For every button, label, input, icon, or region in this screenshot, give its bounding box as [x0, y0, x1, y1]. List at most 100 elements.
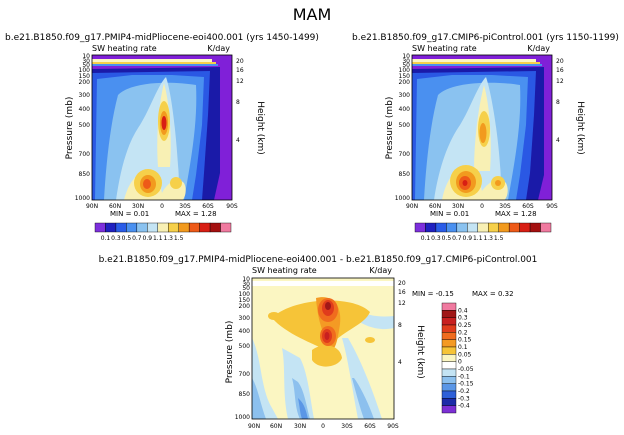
panel-3-y2label: Height (km) — [415, 325, 425, 379]
panel-3-frame — [251, 277, 395, 420]
panel-1-y2tick-4: 4 — [236, 137, 240, 144]
panel-1-max: MAX = 1.28 — [175, 210, 217, 218]
panel-1-ytick-200: 200 — [79, 79, 91, 86]
panel-3-colorbar-swatch — [441, 332, 457, 340]
panel-3-y2tick-4: 4 — [398, 359, 402, 366]
panel-1-colorbar-swatch — [157, 222, 169, 233]
panel-2-contour-up-deep — [479, 123, 487, 143]
panel-2-title: b.e21.B1850.f09_g17.CMIP6-piControl.001 … — [352, 33, 619, 43]
panel-1-ytick-100: 100 — [79, 67, 91, 74]
panel-2-units: K/day — [527, 44, 550, 53]
panel-3-title: b.e21.B1850.f09_g17.PMIP4-midPliocene-eo… — [99, 255, 538, 265]
panel-2-ylabel: Pressure (mb) — [385, 97, 395, 160]
panel-1-xtick-60n: 60N — [109, 203, 121, 210]
panel-1-xtick-60s: 60S — [202, 203, 214, 210]
panel-1-strat-band-3 — [92, 64, 218, 66]
panel-3-contour-blue-right — [352, 378, 374, 419]
panel-1-ylabel: Pressure (mb) — [65, 97, 75, 160]
panel-3-variable: SW heating rate — [252, 266, 317, 275]
panel-3-xtick-30n: 30N — [294, 423, 306, 430]
panel-2-strat-band-3 — [412, 64, 542, 66]
panel-1-contour-low-red — [143, 179, 151, 189]
panel-3-contour-yellow-lower — [312, 345, 342, 367]
panel-1-colorbar-label: 0.5 — [122, 235, 132, 242]
panel-1-xtick-30s: 30S — [179, 203, 191, 210]
panel-3-colorbar-label: 0.05 — [458, 351, 472, 358]
panel-2-colorbar-swatch — [414, 222, 426, 233]
panel-1-xtick-30n: 30N — [132, 203, 144, 210]
panel-1-y2tick-16: 16 — [236, 67, 244, 74]
panel-3-ylabel: Pressure (mb) — [225, 321, 235, 384]
panel-1-ytick-10: 10 — [82, 53, 90, 60]
panel-2-strat-band-2 — [412, 62, 540, 64]
panel-3: b.e21.B1850.f09_g17.PMIP4-midPliocene-eo… — [99, 255, 538, 430]
panel-1-xtick-90n: 90N — [86, 203, 98, 210]
panel-2-max: MAX = 1.28 — [495, 210, 537, 218]
panel-2-frame — [411, 54, 553, 201]
panel-1-colorbar-label: 0.9 — [143, 235, 153, 242]
panel-1-ytick-500: 500 — [79, 122, 91, 129]
panel-3-y2tick-20: 20 — [398, 280, 406, 287]
panel-1-ytick-50: 50 — [82, 62, 90, 69]
panel-3-colorbar-swatch — [441, 346, 457, 355]
panel-2-ytick-500: 500 — [399, 122, 411, 129]
panel-3-xtick-90s: 90S — [387, 423, 399, 430]
panel-2-min: MIN = 0.01 — [430, 210, 469, 218]
panel-2-colorbar-label: 1.3 — [483, 235, 493, 242]
panel-3-colorbar-swatch — [441, 376, 457, 384]
panel-3-colorbar-label: -0.4 — [458, 403, 470, 410]
panel-3-colorbar-label: -0.1 — [458, 373, 470, 380]
panel-1-colorbar-swatch — [94, 222, 106, 233]
panel-2-y2tick-20: 20 — [556, 58, 564, 65]
panel-1-colorbar-label: 0.3 — [111, 235, 121, 242]
panel-1-colorbar-swatch — [209, 222, 221, 233]
panel-2-colorbar-swatch — [425, 222, 437, 233]
panel-3-colorbar-label: 0.3 — [458, 315, 468, 322]
figure-title: MAM — [293, 5, 332, 24]
panel-3-y2ticks: 20 16 12 8 4 — [398, 280, 406, 366]
panel-3-xtick-60s: 60S — [364, 423, 376, 430]
panel-3-contour-blob-left — [268, 312, 280, 320]
panel-3-colorbar-label: -0.15 — [458, 381, 474, 388]
panel-2-colorbar-swatch — [477, 222, 489, 233]
panel-3-units: K/day — [369, 266, 392, 275]
panel-3-ytick-700: 700 — [239, 371, 251, 378]
panel-3-xtick-0: 0 — [321, 423, 325, 430]
panel-1-ytick-850: 850 — [79, 171, 91, 178]
panel-1-colorbar-swatch — [147, 222, 158, 233]
panel-3-y2tick-16: 16 — [398, 289, 406, 296]
panel-2-colorbar-swatch — [446, 222, 458, 233]
panel-3-xtick-60n: 60N — [270, 423, 282, 430]
panel-1-strat-band-2 — [92, 62, 216, 64]
panel-2-colorbar-label: 0.1 — [421, 235, 431, 242]
panel-3-colorbar-label: -0.2 — [458, 388, 470, 395]
panel-3-colorbar-label: 0 — [458, 359, 462, 366]
panel-1-ytick-300: 300 — [79, 92, 91, 99]
panel-3-colorbar-swatch — [441, 390, 457, 399]
panel-2-colorbar-swatch — [498, 222, 510, 233]
panel-2-colorbar-label: 1.5 — [494, 235, 504, 242]
panel-2-contour-side-deep — [495, 180, 501, 186]
panel-2-xtick-90n: 90N — [406, 203, 418, 210]
panel-3-ytick-30: 30 — [242, 281, 250, 288]
panel-2-yticks: 10 30 50 100 150 200 300 400 500 700 850… — [395, 53, 410, 202]
panel-2-xticks: 90N 60N 30N 0 30S 60S 90S — [406, 203, 558, 210]
panel-2-variable: SW heating rate — [412, 44, 477, 53]
panel-3-colorbar-swatch — [441, 383, 457, 392]
panel-3-colorbar-swatch — [441, 324, 457, 333]
panel-2-colorbar-swatch — [467, 222, 478, 233]
panel-1-ytick-1000: 1000 — [75, 195, 90, 202]
panel-3-ytick-300: 300 — [239, 315, 251, 322]
panel-2-ytick-300: 300 — [399, 92, 411, 99]
panel-3-y2tick-8: 8 — [398, 322, 402, 329]
panel-2: b.e21.B1850.f09_g17.CMIP6-piControl.001 … — [352, 33, 619, 242]
panel-2-ytick-850: 850 — [399, 171, 411, 178]
panel-1-strat-band-1 — [92, 59, 212, 62]
panel-1-colorbar-swatch — [178, 222, 190, 233]
panel-1-colorbar-label: 0.1 — [101, 235, 111, 242]
panel-3-colorbar-label: 0.1 — [458, 344, 468, 351]
panel-2-ytick-200: 200 — [399, 79, 411, 86]
panel-1-ytick-400: 400 — [79, 106, 91, 113]
panel-1-xtick-90s: 90S — [226, 203, 238, 210]
panel-1-plot — [92, 55, 232, 200]
